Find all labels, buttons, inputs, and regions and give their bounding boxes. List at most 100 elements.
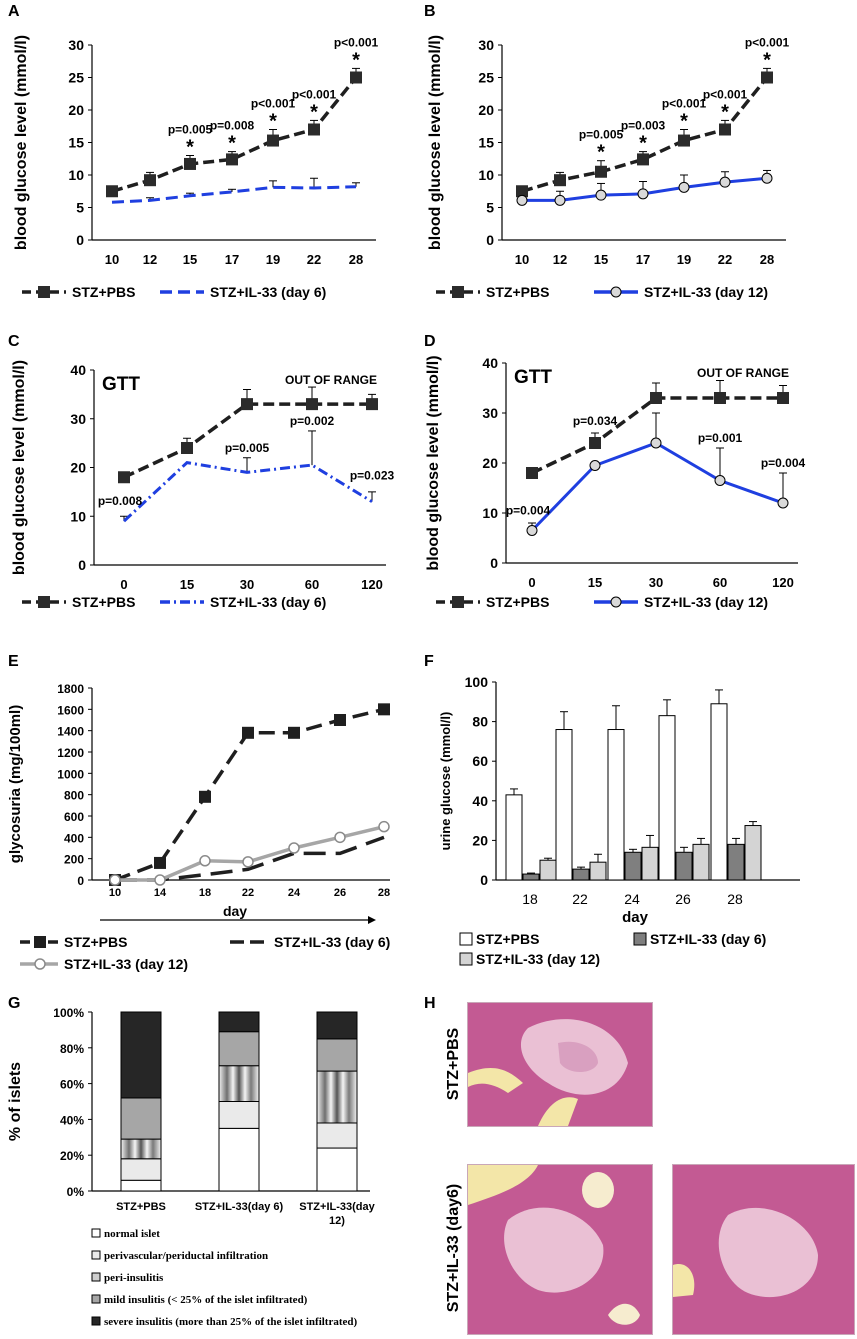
chart-f-y-axis-label: urine glucose (mmol/l): [438, 712, 453, 851]
chart-b-p-value: p<0.001: [745, 35, 790, 49]
chart-a-point-pbs: [106, 185, 118, 198]
chart-e-y-tick-label: 200: [64, 853, 84, 867]
chart-a-point-pbs: [144, 174, 156, 187]
chart-g-legend-swatch-1: [91, 1250, 101, 1260]
chart-g-bar-segment-2: [120, 1138, 162, 1160]
chart-g-bar-segment-1: [316, 1122, 358, 1149]
chart-b-p-value: p=0.005: [579, 128, 624, 142]
chart-d-y-tick-label: 30: [482, 405, 498, 421]
chart-g-bar-segment-1: [120, 1158, 162, 1181]
chart-d-legend-label-il33: STZ+IL-33 (day 12): [644, 594, 768, 610]
chart-f-x-tick-label: 18: [522, 891, 538, 907]
chart-c-out-of-range-note: OUT OF RANGE: [285, 373, 377, 387]
chart-b-x-tick-label: 28: [760, 252, 774, 267]
chart-f-bar-series-1: [675, 851, 693, 881]
chart-c-y-tick-label: 0: [78, 557, 86, 573]
chart-f-x-tick-label: 22: [572, 891, 588, 907]
chart-f-y-tick-label: 40: [472, 793, 488, 809]
chart-g-bar-segment-3: [218, 1031, 260, 1067]
chart-g-bar-segment-4: [218, 1011, 260, 1033]
chart-c-y-tick-label: 10: [70, 508, 86, 524]
chart-b-y-tick-label: 30: [478, 37, 494, 53]
chart-d-y-tick-label: 20: [482, 455, 498, 471]
chart-g-legend-label-2: peri-insulitis: [104, 1272, 164, 1284]
chart-e-point-pbs: [334, 714, 346, 726]
chart-f-y-tick-label: 0: [480, 872, 488, 888]
chart-e-x-tick-label: 18: [199, 887, 211, 899]
chart-b-y-tick-label: 10: [478, 167, 494, 183]
chart-a-x-tick-label: 10: [105, 252, 119, 267]
chart-g-x-tick-label: STZ+PBS: [116, 1201, 166, 1213]
chart-f-bar-series-1: [522, 873, 540, 881]
chart-a-y-tick-label: 10: [68, 167, 84, 183]
chart-d-point-pbs: [589, 437, 601, 449]
chart-c-x-tick-label: 60: [305, 577, 319, 592]
chart-b-x-tick-label: 10: [515, 252, 529, 267]
chart-f-y-tick-label: 60: [472, 753, 488, 769]
chart-b-point-il33: [719, 176, 731, 188]
chart-a-series-il33-line: [111, 185, 357, 204]
chart-b-legend-marker-il33: [610, 286, 622, 298]
chart-b-legend-marker-pbs: [452, 286, 464, 298]
chart-d-point-pbs: [714, 392, 726, 404]
chart-c-point-pbs: [181, 442, 193, 454]
chart-a-legend-label-il33: STZ+IL-33 (day 6): [210, 284, 326, 300]
chart-f-bar-series-2: [539, 859, 557, 881]
chart-d-p-value: p=0.034: [573, 414, 618, 428]
chart-b-point-pbs: [761, 71, 773, 84]
histology-image-stz-il33-a: [467, 1164, 653, 1335]
chart-b-legend-label-il33: STZ+IL-33 (day 12): [644, 284, 768, 300]
chart-b-point-pbs: [554, 174, 566, 187]
chart-a-y-tick-label: 15: [68, 135, 84, 151]
chart-g-bar-segment-4: [316, 1011, 358, 1040]
chart-a-y-tick-label: 5: [76, 200, 84, 216]
chart-b-y-tick-label: 5: [486, 200, 494, 216]
chart-c-title: GTT: [102, 374, 140, 395]
chart-g-legend-swatch-4: [91, 1316, 101, 1326]
chart-f-bar-series-2: [692, 843, 710, 881]
histology-image-stz-il33-b: [672, 1164, 855, 1335]
panel-label-a: A: [8, 3, 20, 20]
chart-g-y-tick-label: 40%: [60, 1113, 84, 1127]
chart-a-x-tick-label: 19: [266, 252, 280, 267]
chart-b-x-tick-label: 19: [677, 252, 691, 267]
chart-b-point-il33: [637, 188, 649, 200]
chart-e-x-tick-label: 14: [154, 887, 167, 899]
chart-g-legend-label-0: normal islet: [104, 1228, 160, 1240]
chart-e-point-pbs: [288, 726, 300, 739]
chart-d-out-of-range-note: OUT OF RANGE: [697, 366, 789, 380]
panel-label-g: G: [8, 995, 20, 1012]
chart-e-point-d12: [199, 855, 211, 867]
chart-c-series-pbs-line: [123, 402, 372, 479]
chart-e-y-tick-label: 1800: [57, 682, 84, 696]
chart-e-y-tick-label: 400: [64, 831, 84, 845]
chart-a-point-pbs: [267, 134, 279, 147]
chart-g-bar-segment-3: [316, 1038, 358, 1072]
chart-g-legend-label-4: severe insulitis (more than 25% of the i…: [104, 1316, 358, 1328]
chart-f-legend-label-0: STZ+PBS: [476, 931, 539, 947]
chart-d-point-il33: [650, 437, 662, 449]
chart-g-y-tick-label: 20%: [60, 1149, 84, 1163]
chart-f-bar-series-2: [641, 846, 659, 881]
chart-g-y-tick-label: 80%: [60, 1042, 84, 1056]
chart-a-p-value: p=0.005: [168, 123, 213, 137]
chart-c-p-value: p=0.005: [225, 441, 270, 455]
chart-d-legend-marker-pbs: [452, 596, 464, 608]
chart-b-point-il33: [595, 189, 607, 201]
chart-g-legend-label-3: mild insulitis (< 25% of the islet infil…: [104, 1294, 308, 1306]
chart-a-p-value: p<0.001: [292, 87, 337, 101]
chart-b-x-tick-label: 17: [636, 252, 650, 267]
chart-c-p-value: p=0.023: [350, 469, 395, 483]
chart-c-point-pbs: [241, 398, 253, 411]
chart-e-y-axis-label: glycosuria (mg/100ml): [7, 705, 24, 863]
chart-e-day-arrow-head: [368, 916, 376, 924]
chart-g-legend-swatch-3: [91, 1294, 101, 1304]
chart-f-legend-swatch-2: [459, 952, 473, 966]
chart-e-point-pbs: [378, 703, 390, 716]
chart-f-bar-series-0: [658, 715, 676, 881]
chart-g-bar-segment-0: [120, 1179, 162, 1192]
chart-b-point-pbs: [637, 153, 649, 166]
chart-e-point-pbs: [199, 790, 211, 803]
chart-a-point-pbs: [308, 123, 320, 136]
